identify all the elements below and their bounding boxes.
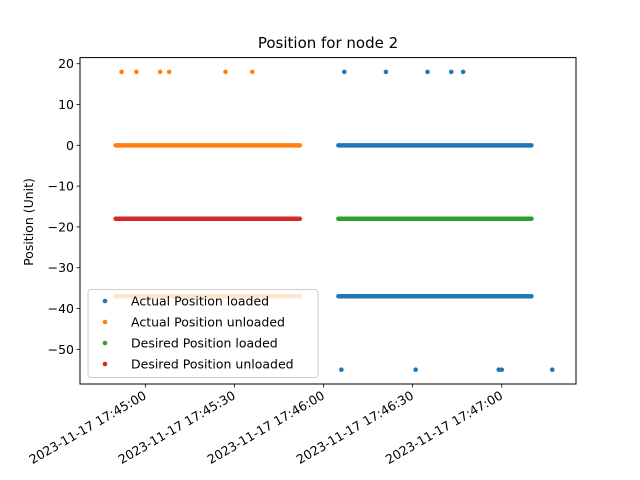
y-axis-label: Position (Unit) bbox=[21, 178, 36, 266]
legend-frame bbox=[87, 289, 319, 378]
legend-marker-0 bbox=[102, 298, 108, 304]
y-tick-label: −20 bbox=[48, 219, 74, 234]
series-1-point-2 bbox=[157, 69, 163, 75]
legend-label-2: Desired Position loaded bbox=[131, 336, 278, 351]
legend-label-0: Actual Position loaded bbox=[131, 294, 269, 309]
legend-marker-3 bbox=[102, 361, 108, 367]
series-1-point-5 bbox=[249, 69, 255, 75]
series-0-point-6 bbox=[413, 367, 418, 373]
y-tick-label: −10 bbox=[48, 179, 74, 194]
chart-title: Position for node 2 bbox=[258, 34, 398, 52]
y-axis: 20 10 0 −10 −20 −30 −40 −50 bbox=[48, 56, 80, 357]
y-tick-label: 10 bbox=[58, 97, 74, 112]
y-tick-label: −30 bbox=[48, 260, 74, 275]
plot-area-frame bbox=[79, 57, 577, 385]
series-0-point-4 bbox=[460, 69, 466, 75]
series-0-point-9 bbox=[549, 367, 555, 373]
series-1-point-0 bbox=[119, 69, 124, 75]
legend-label-3: Desired Position unloaded bbox=[131, 357, 294, 372]
series-0-point-5 bbox=[339, 367, 344, 373]
legend-marker-1 bbox=[102, 319, 108, 325]
series-0-point-3 bbox=[448, 69, 454, 75]
series-0-point-8 bbox=[499, 367, 505, 373]
legend-label-1: Actual Position unloaded bbox=[131, 315, 285, 330]
y-tick-label: −40 bbox=[48, 301, 74, 316]
series-1-point-3 bbox=[166, 69, 172, 75]
series-1-point-4 bbox=[223, 69, 228, 75]
series-0-point-1 bbox=[383, 69, 389, 75]
series-0-point-2 bbox=[425, 69, 430, 75]
y-tick-label: 0 bbox=[66, 138, 74, 153]
y-tick-label: 20 bbox=[58, 56, 74, 71]
legend-marker-2 bbox=[102, 340, 108, 346]
series-1-point-1 bbox=[134, 69, 139, 75]
series-0-point-0 bbox=[342, 69, 347, 75]
y-tick-label: −50 bbox=[48, 342, 74, 357]
legend: Actual Position loaded Actual Position un… bbox=[87, 289, 319, 378]
